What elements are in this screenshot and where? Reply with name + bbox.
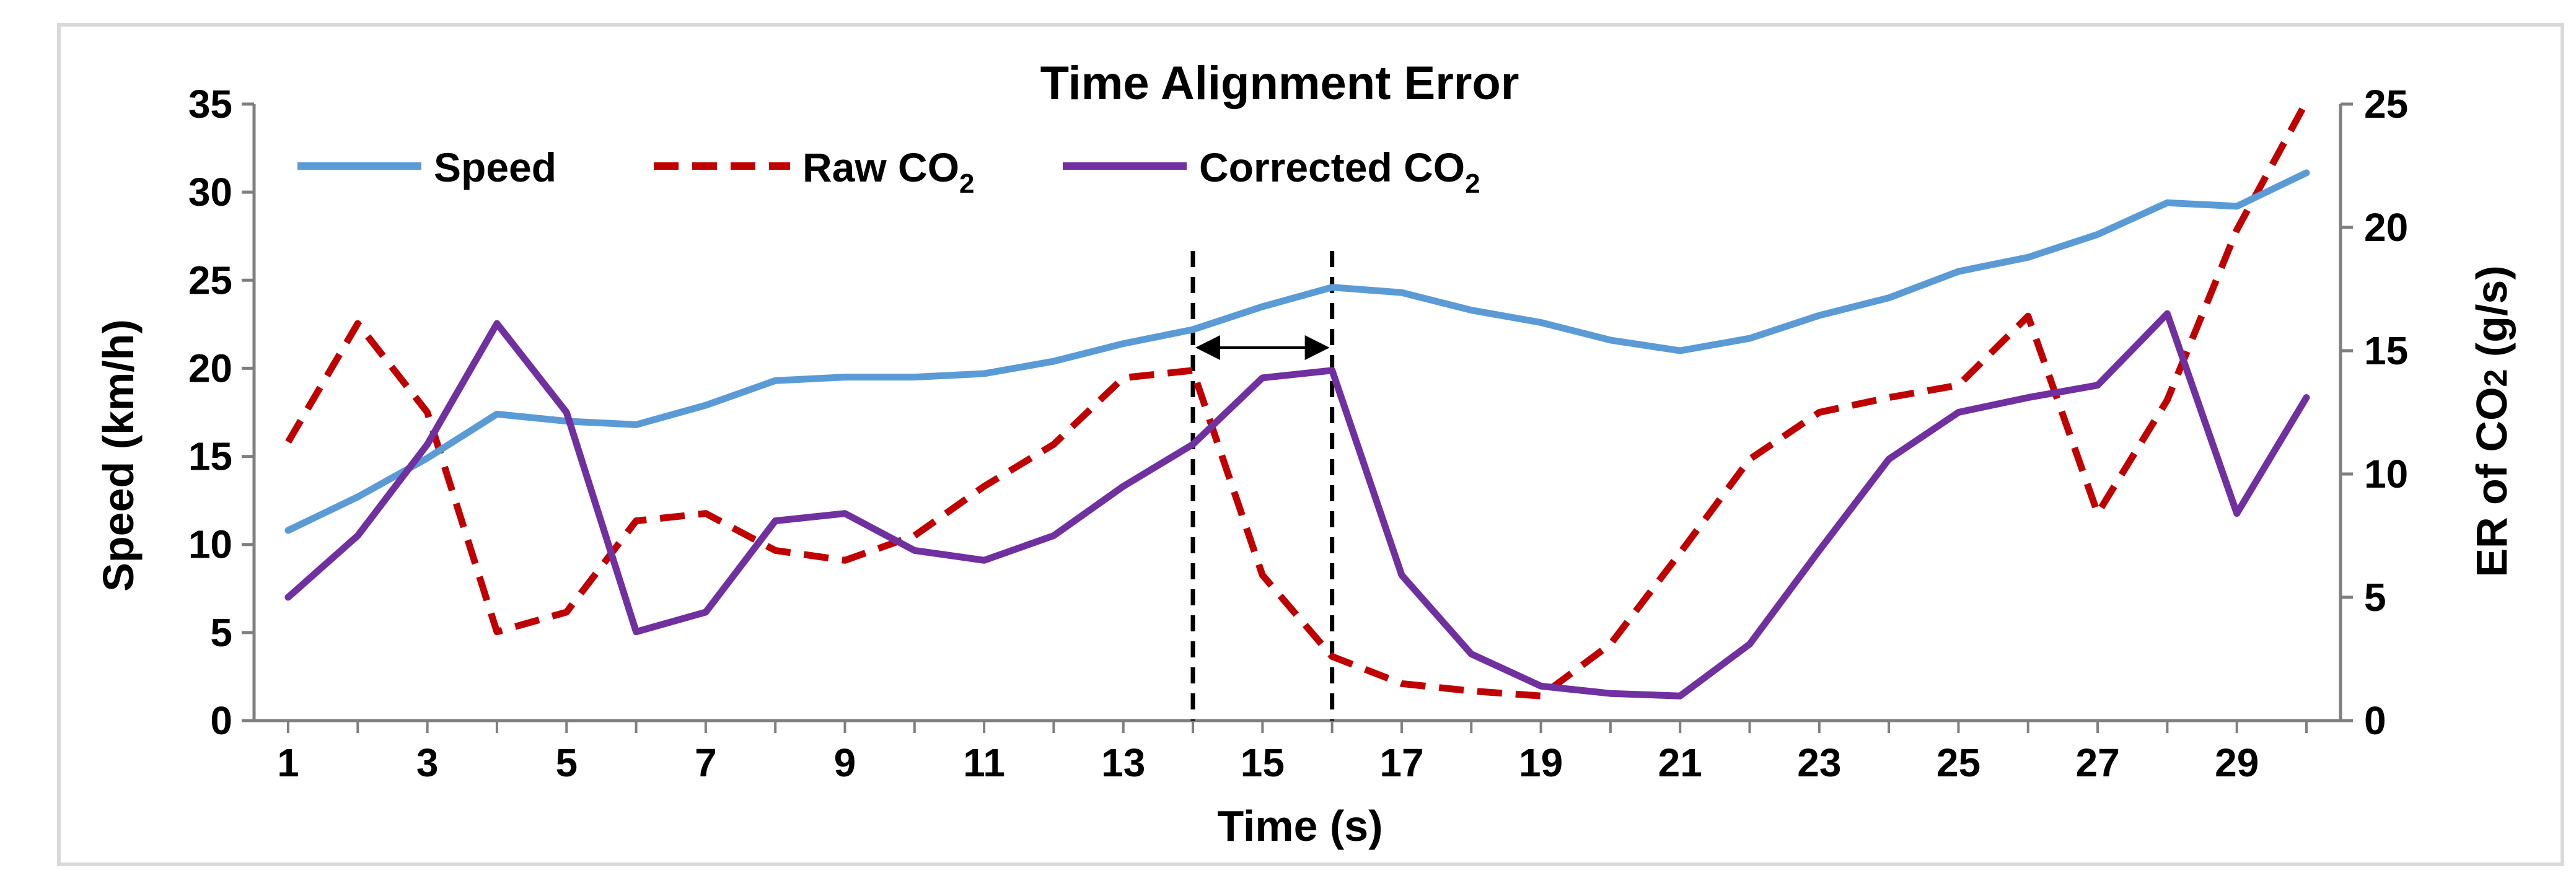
series-line-speed [284, 169, 2310, 534]
right-tick-label-25: 25 [2364, 82, 2408, 126]
x-tick-label-17: 17 [1379, 740, 1423, 785]
x-tick-label-29: 29 [2215, 740, 2259, 785]
x-tick-label-1: 1 [277, 740, 299, 785]
legend-raw-co2-prefix: Raw CO [802, 144, 959, 190]
x-tick-label-15: 15 [1241, 740, 1285, 785]
chart-border [57, 23, 2564, 866]
right-tick-label-15: 15 [2364, 328, 2408, 373]
right-tick-label-5: 5 [2364, 575, 2386, 620]
legend-raw-co2-sub: 2 [959, 169, 974, 199]
right-tick-label-0: 0 [2364, 698, 2386, 743]
right-tick-label-10: 10 [2364, 452, 2408, 496]
left-tick-label-5: 5 [210, 610, 232, 655]
series-group [284, 100, 2310, 700]
x-tick-label-13: 13 [1101, 740, 1145, 785]
left-axis-label: Speed (km/h) [94, 319, 143, 592]
right-tick-label-20: 20 [2364, 205, 2408, 250]
x-tick-label-19: 19 [1519, 740, 1563, 785]
left-tick-label-25: 25 [188, 258, 232, 302]
right-axis-label-sub: 2 [2478, 369, 2514, 387]
x-tick-label-25: 25 [1936, 740, 1980, 785]
legend: Speed Raw CO2 Corrected CO2 [297, 144, 1480, 199]
left-tick-label-20: 20 [188, 346, 232, 390]
legend-label-speed: Speed [434, 144, 556, 190]
left-tick-label-0: 0 [210, 698, 232, 743]
x-tick-label-11: 11 [963, 740, 1005, 785]
legend-corrected-co2-sub: 2 [1465, 169, 1480, 199]
right-axis-label: ER of CO2 (g/s) [2468, 265, 2516, 577]
series-line-corrected-co2 [284, 310, 2310, 700]
x-tick-label-9: 9 [834, 740, 856, 785]
x-tick-label-21: 21 [1658, 740, 1702, 785]
x-tick-label-27: 27 [2075, 740, 2119, 785]
series-line-raw-co2 [285, 100, 2310, 700]
x-axis-label: Time (s) [1217, 802, 1383, 850]
x-tick-label-7: 7 [695, 740, 717, 785]
right-axis-ticks: 0 5 10 15 20 25 [2341, 82, 2408, 743]
x-axis-ticks: 1 3 5 7 9 11 13 15 17 19 21 23 25 27 29 [277, 721, 2308, 785]
left-tick-label-30: 30 [188, 170, 232, 214]
legend-label-corrected-co2: Corrected CO2 [1199, 144, 1480, 199]
left-tick-label-35: 35 [188, 82, 232, 126]
chart-title: Time Alignment Error [1040, 57, 1519, 110]
left-axis-ticks: 0 5 10 15 20 25 30 35 [188, 82, 254, 743]
right-axis-label-prefix: ER of CO [2468, 387, 2516, 577]
x-tick-label-3: 3 [416, 740, 439, 785]
legend-corrected-co2-prefix: Corrected CO [1199, 144, 1465, 190]
legend-label-raw-co2: Raw CO2 [802, 144, 975, 199]
left-tick-label-10: 10 [188, 522, 232, 567]
x-tick-label-23: 23 [1797, 740, 1841, 785]
x-tick-label-5: 5 [555, 740, 578, 785]
left-tick-label-15: 15 [188, 434, 232, 479]
right-axis-label-suffix: (g/s) [2468, 265, 2516, 369]
